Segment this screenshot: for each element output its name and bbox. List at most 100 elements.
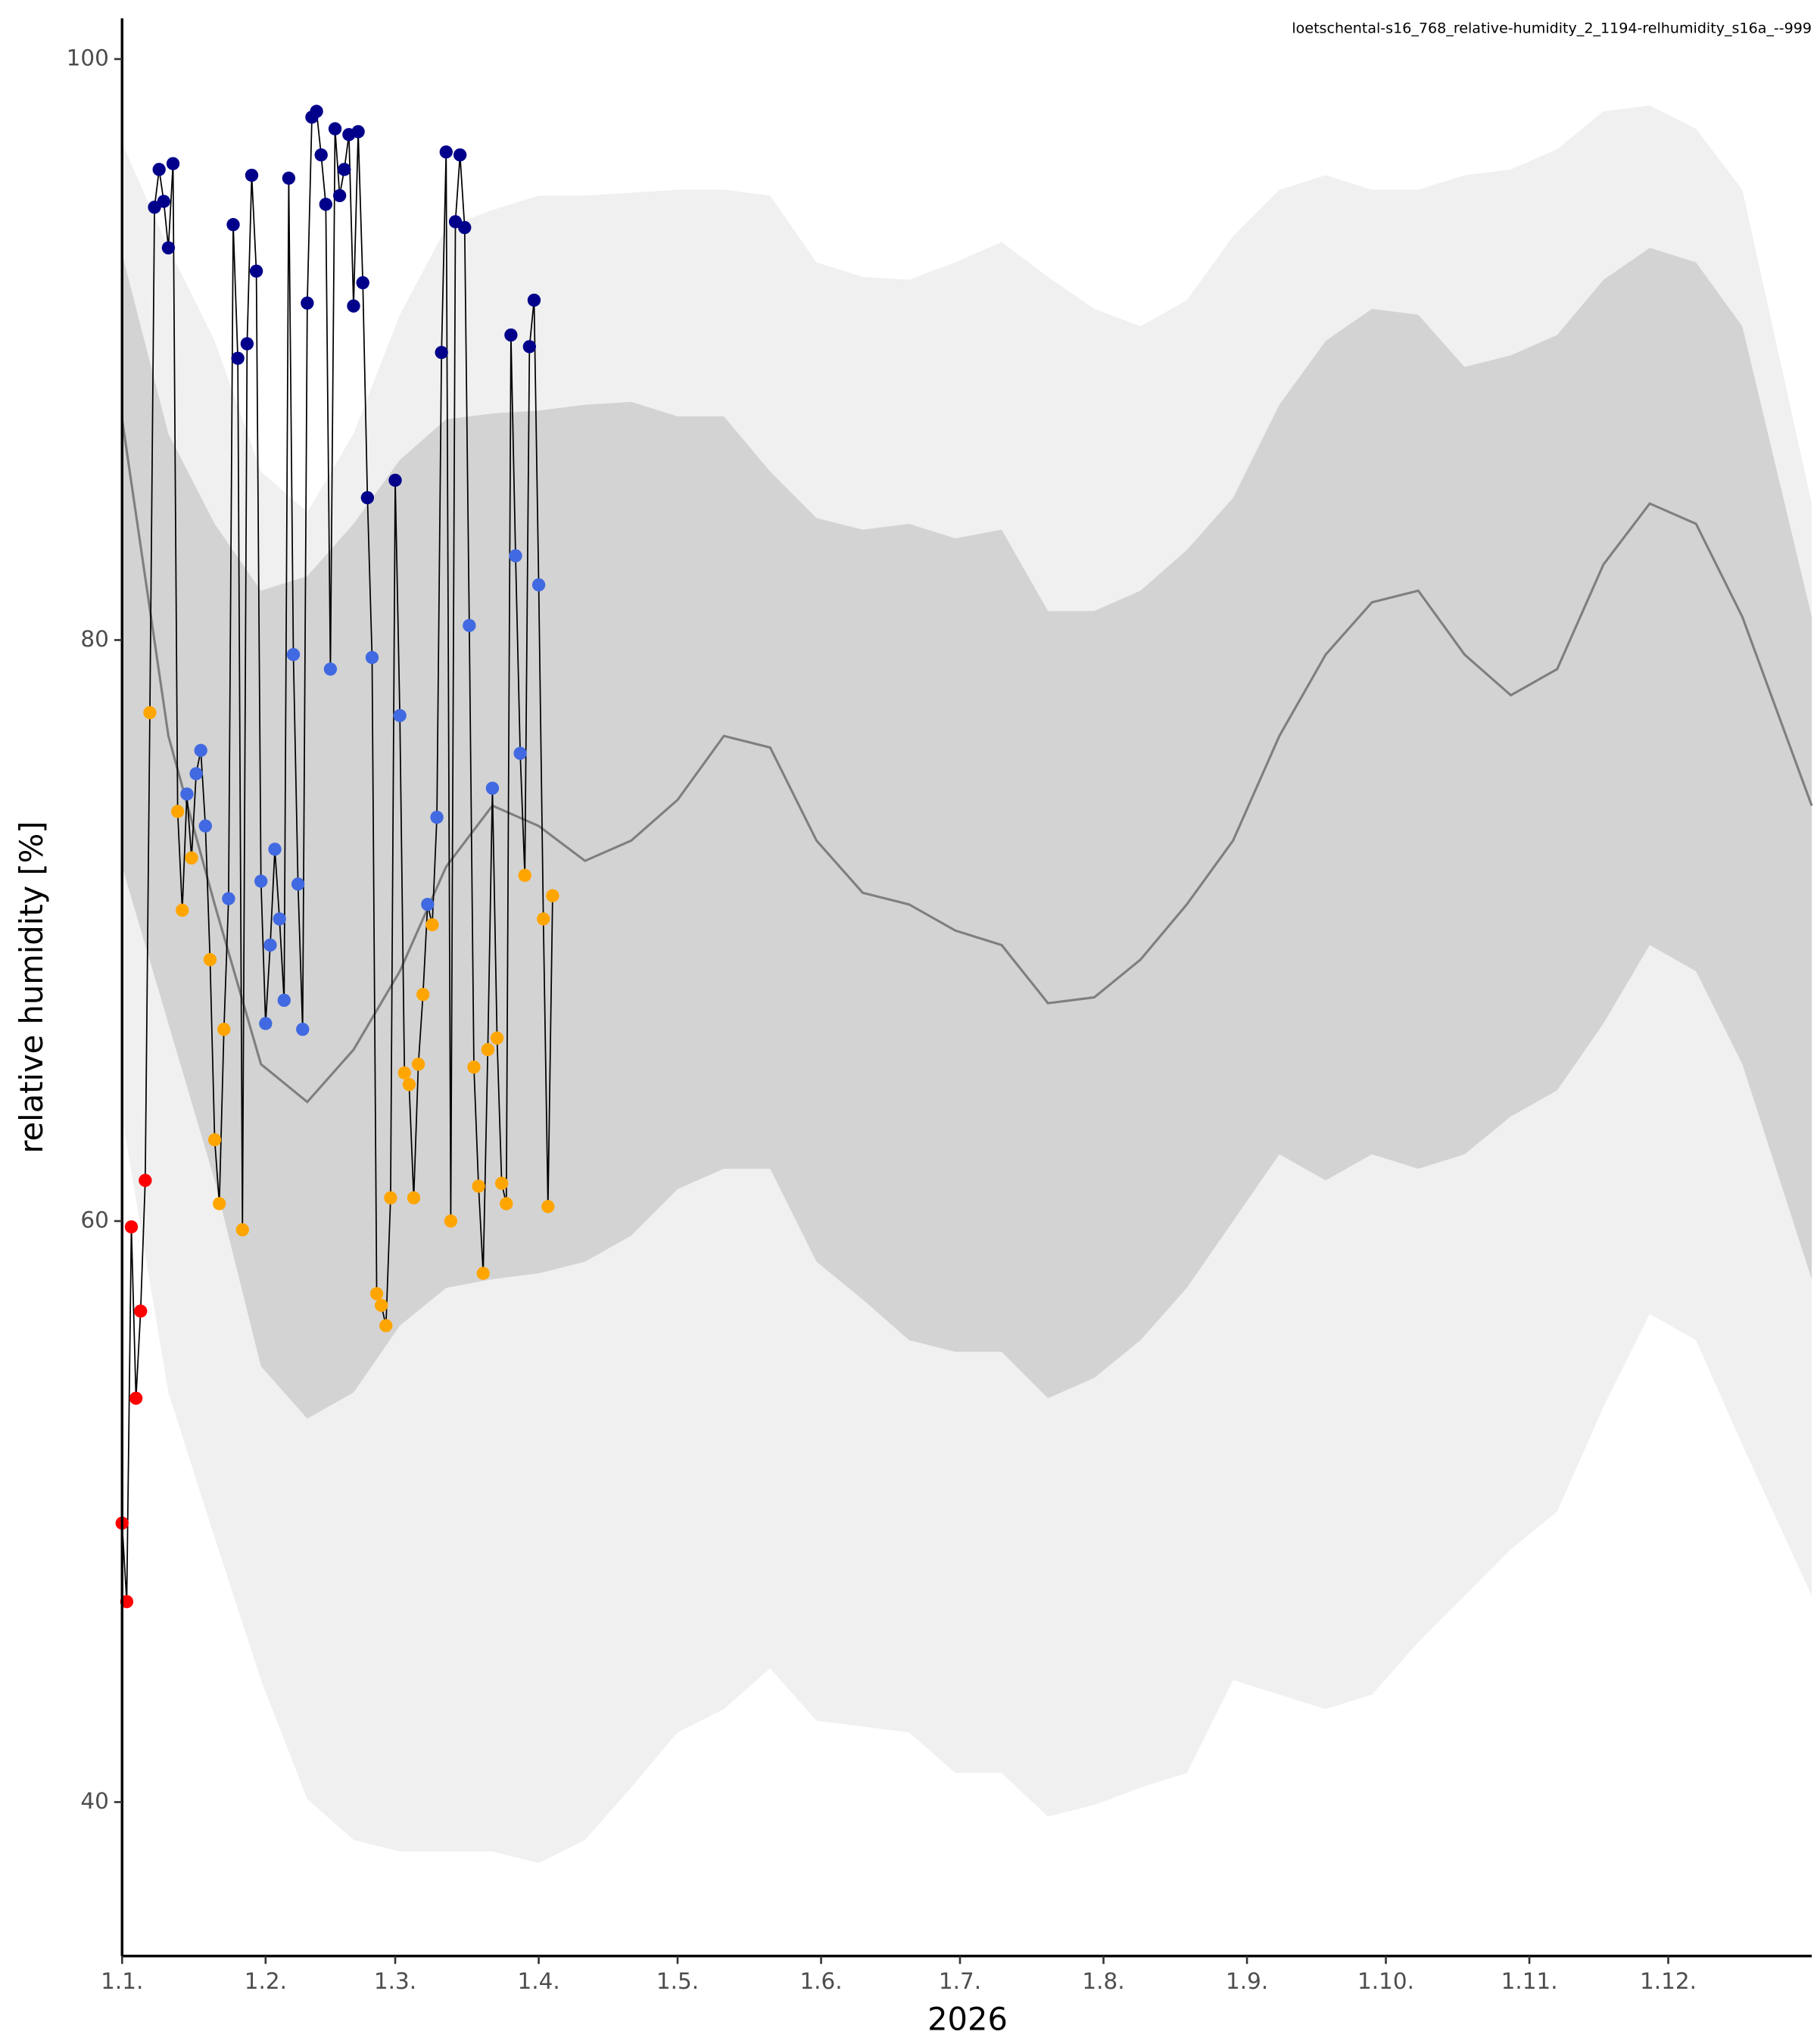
data-point: [268, 843, 282, 856]
data-point: [314, 148, 328, 162]
data-point: [490, 1031, 504, 1045]
x-tick-label: 1.8.: [1082, 1968, 1124, 1994]
data-point: [170, 805, 185, 818]
data-point: [286, 647, 301, 662]
data-point: [421, 898, 435, 911]
data-point: [194, 743, 207, 757]
axes: 40 60 80 100 1.1. 1.2. 1.3. 1.4. 1.5. 1.6. 1.7. 1.8…: [67, 18, 1812, 1994]
data-point: [458, 220, 472, 235]
y-tick-label: 80: [80, 626, 109, 652]
x-tick-label: 1.2.: [245, 1968, 287, 1994]
data-point: [416, 987, 430, 1002]
data-point: [430, 810, 444, 824]
data-point: [467, 1060, 481, 1074]
data-point: [152, 163, 166, 176]
data-point: [161, 241, 176, 255]
data-point: [402, 1077, 416, 1092]
data-point: [351, 125, 365, 139]
data-point: [522, 340, 537, 354]
data-point: [273, 912, 286, 926]
data-point: [213, 1197, 226, 1211]
x-tick-label: 1.5.: [656, 1968, 699, 1994]
data-point: [185, 851, 198, 865]
data-point: [282, 171, 296, 185]
data-point: [444, 1214, 458, 1228]
data-point: [207, 1133, 222, 1147]
data-point: [527, 293, 541, 307]
data-point: [513, 746, 527, 760]
data-point: [166, 157, 180, 170]
y-tick-label: 60: [80, 1207, 109, 1232]
data-point: [541, 1200, 555, 1214]
data-point: [328, 122, 342, 136]
data-point: [231, 351, 245, 365]
data-point: [411, 1058, 425, 1071]
x-tick-label: 1.3.: [374, 1968, 416, 1994]
series-line: [121, 109, 553, 1602]
x-tick-label: 1.12.: [1640, 1968, 1697, 1994]
data-point: [310, 104, 323, 118]
data-point: [198, 819, 213, 833]
data-point: [249, 264, 263, 278]
y-tick-label: 40: [80, 1788, 109, 1814]
data-point: [254, 874, 268, 888]
data-point: [472, 1179, 485, 1193]
data-point: [323, 662, 338, 676]
data-point: [494, 1176, 509, 1190]
data-point: [369, 1287, 384, 1301]
data-point: [263, 938, 277, 952]
data-point: [509, 549, 522, 562]
data-point: [217, 1023, 231, 1036]
data-point: [500, 1197, 513, 1211]
data-point: [259, 1017, 273, 1030]
data-point: [332, 189, 347, 203]
data-point: [365, 650, 379, 665]
data-point: [176, 903, 189, 918]
data-point: [481, 1042, 494, 1057]
data-point: [435, 345, 448, 360]
data-point: [384, 1191, 397, 1204]
x-axis-title: 2026: [927, 2001, 1008, 2038]
data-point: [388, 473, 402, 488]
data-point: [240, 337, 254, 351]
data-point: [277, 993, 291, 1007]
data-point: [296, 1023, 310, 1036]
inner-band: [122, 248, 1812, 1419]
data-point: [338, 163, 351, 176]
data-point: [453, 148, 467, 162]
data-point: [157, 195, 170, 208]
x-tick-label: 1.6.: [799, 1968, 842, 1994]
data-point: [504, 328, 518, 342]
x-tick-label: 1.10.: [1357, 1968, 1414, 1994]
data-point: [393, 709, 407, 722]
data-point: [291, 877, 305, 891]
y-tick-label: 100: [67, 45, 109, 71]
data: [115, 104, 559, 1609]
data-point: [375, 1298, 388, 1312]
subtitle: loetschental-s16_768_relative-humidity_2…: [1292, 20, 1812, 37]
data-point: [476, 1267, 490, 1280]
data-point: [235, 1223, 249, 1237]
bands: [120, 105, 1813, 1864]
data-point: [143, 706, 157, 720]
data-point: [356, 276, 369, 290]
data-point: [180, 787, 194, 801]
data-point: [124, 1220, 139, 1234]
x-tick-label: 1.9.: [1226, 1968, 1268, 1994]
data-point: [189, 767, 203, 781]
data-point: [518, 868, 531, 882]
x-tick-label: 1.11.: [1501, 1968, 1558, 1994]
data-point: [245, 168, 259, 182]
data-point: [425, 918, 439, 932]
x-tick-label: 1.7.: [939, 1968, 981, 1994]
data-point: [319, 198, 332, 211]
data-point: [439, 145, 453, 159]
data-point: [134, 1304, 148, 1318]
data-point: [537, 912, 550, 926]
data-point: [203, 952, 217, 967]
data-point: [379, 1319, 393, 1332]
data-point: [360, 491, 375, 505]
data-point: [546, 889, 559, 902]
data-point: [485, 781, 500, 795]
